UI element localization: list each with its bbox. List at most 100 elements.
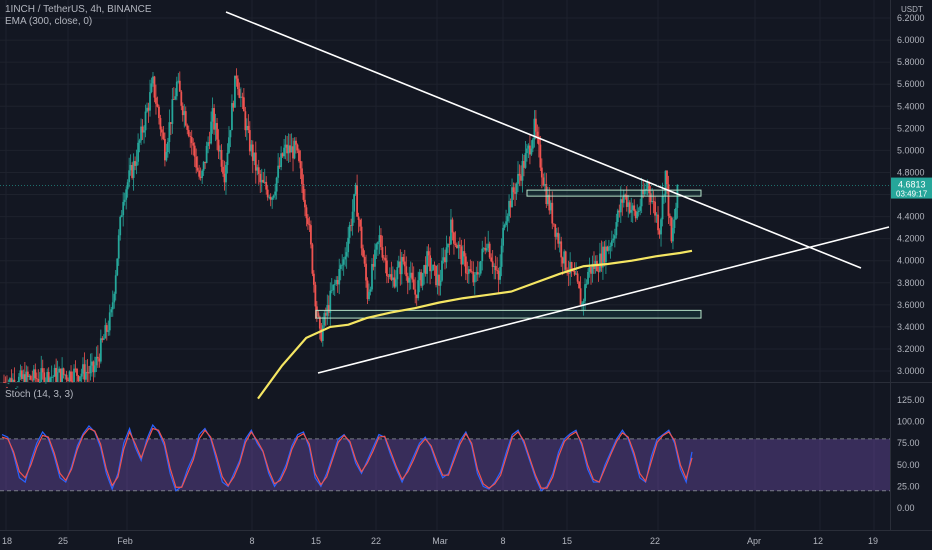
- candle-body: [524, 153, 527, 168]
- candle-body: [28, 375, 31, 378]
- candle-body: [661, 195, 664, 220]
- candle-body: [259, 173, 262, 183]
- candle-body: [61, 368, 64, 382]
- candle-body: [310, 225, 312, 245]
- candle-body: [126, 182, 129, 190]
- candle-body: [220, 149, 223, 167]
- candle-body: [388, 274, 391, 277]
- candle-body: [20, 370, 23, 379]
- candle-body: [353, 194, 356, 212]
- candle-body: [196, 167, 199, 171]
- candle-body: [344, 256, 347, 260]
- candle-body: [476, 272, 479, 275]
- candle-body: [175, 81, 178, 97]
- candle-body: [49, 377, 52, 382]
- candle-body: [424, 265, 427, 274]
- candle-body: [374, 249, 376, 267]
- price-tick-label: 5.6000: [897, 79, 925, 89]
- candle-body: [458, 244, 461, 247]
- candle-body: [651, 201, 653, 203]
- candle-body: [673, 219, 676, 228]
- candle-body: [357, 216, 360, 220]
- candle-body: [371, 263, 373, 290]
- candle-body: [119, 216, 122, 236]
- candle-body: [514, 192, 516, 194]
- candle-body: [123, 199, 126, 202]
- candle-body: [298, 150, 300, 161]
- candle-body: [296, 144, 299, 151]
- candle-body: [98, 358, 101, 362]
- candle-body: [518, 173, 521, 176]
- candle-body: [587, 271, 589, 284]
- candle-body: [441, 260, 443, 281]
- price-tick-label: 6.2000: [897, 13, 925, 23]
- time-tick-label: 22: [371, 536, 381, 546]
- candle-body: [40, 368, 43, 382]
- candle-body: [330, 290, 333, 292]
- candle-body: [25, 371, 28, 382]
- candle-body: [204, 161, 207, 163]
- candle-body: [92, 361, 95, 373]
- stoch-axis[interactable]: 125.00 100.00 75.00 50.00 25.00 0.00: [897, 395, 925, 513]
- candle-body: [381, 247, 384, 258]
- candle-body: [120, 215, 123, 217]
- ema-line: [257, 249, 693, 400]
- price-axis[interactable]: 6.2000 6.0000 5.8000 5.6000 5.4000 5.2000 5.00…: [897, 13, 925, 376]
- candle-body: [205, 145, 208, 163]
- time-axis[interactable]: 18 25 Feb 8 15 22 Mar 8 15 22 Apr 12 19: [2, 536, 878, 546]
- stoch-tick-label: 50.00: [897, 460, 920, 470]
- candle-body: [391, 277, 394, 280]
- candle-body: [427, 251, 430, 256]
- candle-body: [603, 246, 606, 263]
- candle-body: [387, 276, 390, 277]
- candle-body: [575, 273, 578, 275]
- candle-body: [675, 207, 677, 220]
- candle-body: [363, 256, 366, 264]
- candle-body: [654, 201, 656, 216]
- candle-body: [530, 148, 533, 155]
- candle-body: [237, 78, 239, 90]
- candle-body: [548, 194, 551, 211]
- candle-body: [527, 145, 530, 149]
- candle-body: [82, 364, 84, 374]
- candle-body: [600, 253, 603, 268]
- symbol-title: 1INCH / TetherUS, 4h, BINANCE: [5, 4, 152, 15]
- candle-body: [214, 123, 217, 130]
- candle-body: [545, 184, 548, 204]
- candle-body: [56, 372, 59, 382]
- candle-body: [74, 368, 77, 370]
- candle-body: [537, 136, 540, 145]
- candle-body: [260, 179, 263, 183]
- candle-body: [327, 305, 330, 313]
- candle-body: [436, 274, 439, 286]
- candle-body: [670, 217, 673, 242]
- candle-body: [29, 375, 32, 380]
- candle-body: [393, 277, 396, 287]
- candle-body: [472, 271, 475, 283]
- time-tick-label: 8: [249, 536, 254, 546]
- candle-body: [515, 183, 518, 194]
- time-tick-label: 25: [58, 536, 68, 546]
- candle-body: [335, 280, 338, 284]
- candle-body: [226, 152, 229, 166]
- candle-body: [394, 279, 397, 287]
- time-tick-label: 8: [500, 536, 505, 546]
- candle-body: [150, 83, 153, 93]
- candle-body: [666, 170, 668, 185]
- price-tick-label: 5.0000: [897, 145, 925, 155]
- candle-body: [86, 371, 89, 373]
- candle-body: [520, 175, 522, 181]
- candle-body: [165, 151, 168, 161]
- candle-body: [348, 225, 351, 238]
- ema-legend: EMA (300, close, 0): [5, 16, 93, 27]
- candle-body: [506, 216, 509, 222]
- candle-body: [402, 257, 405, 262]
- candle-body: [445, 247, 448, 263]
- candle-body: [65, 374, 68, 380]
- candle-body: [359, 219, 361, 227]
- candle-body: [225, 165, 227, 183]
- candle-body: [482, 247, 485, 249]
- candle-body: [31, 379, 34, 381]
